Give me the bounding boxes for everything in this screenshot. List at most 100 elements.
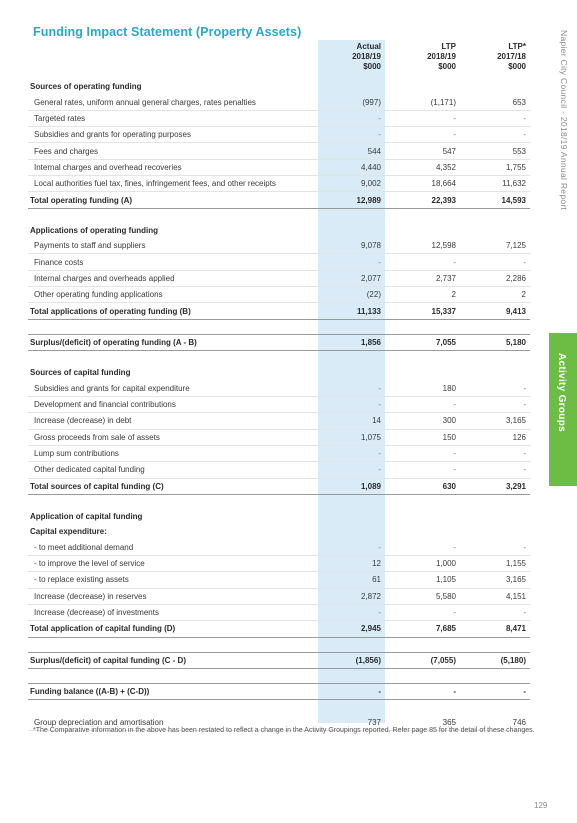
cell-ltp-2018-19 [385, 319, 460, 334]
row-label: Applications of operating funding [30, 225, 158, 235]
report-side-label: Napier City Council - 2018/19 Annual Rep… [559, 30, 569, 211]
row-label [28, 208, 318, 223]
cell-ltp-2018-19 [385, 494, 460, 509]
cell-ltp-2018-19 [385, 223, 460, 238]
table-row: Finance costs - - - [28, 253, 530, 271]
cell-ltp-2018-19: - [385, 253, 460, 271]
row-label: Total application of capital funding (D) [28, 620, 318, 638]
cell-actual-2018-19 [318, 637, 385, 652]
cell-actual-2018-19: - [318, 110, 385, 128]
page-title: Funding Impact Statement (Property Asset… [33, 25, 302, 39]
cell-ltp-2017-18: - [460, 110, 530, 128]
row-label [28, 319, 318, 334]
cell-actual-2018-19 [318, 79, 385, 94]
cell-actual-2018-19: (997) [318, 94, 385, 111]
cell-ltp-2018-19: 1,000 [385, 555, 460, 573]
row-label: Development and financial contributions [28, 396, 318, 414]
row-label: Increase (decrease) in debt [28, 412, 318, 430]
cell-actual-2018-19 [318, 208, 385, 223]
cell-actual-2018-19: - [318, 682, 385, 701]
cell-actual-2018-19 [318, 700, 385, 715]
section-tab-label: Activity Groups [556, 353, 567, 432]
row-label: Payments to staff and suppliers [28, 238, 318, 255]
table-row: Fees and charges 544 547 553 [28, 142, 530, 160]
spacer-row [28, 208, 530, 223]
cell-actual-2018-19: 1,089 [318, 477, 385, 495]
cell-ltp-2018-19 [385, 365, 460, 380]
total-row: Total operating funding (A) 12,989 22,393 1… [28, 191, 530, 209]
cell-ltp-2018-19: (7,055) [385, 651, 460, 670]
table-row: Other operating funding applications (22)… [28, 286, 530, 304]
table-row: Other dedicated capital funding - - - [28, 461, 530, 479]
table-row: Lump sum contributions - - - [28, 445, 530, 463]
row-label: Internal charges and overheads applied [28, 270, 318, 288]
cell-actual-2018-19: 12,989 [318, 191, 385, 209]
cell-ltp-2017-18: 553 [460, 142, 530, 160]
cell-ltp-2018-19 [385, 637, 460, 652]
table-row: Subsidies and grants for operating purpo… [28, 126, 530, 144]
row-label: Sources of operating funding [30, 82, 142, 92]
cell-ltp-2017-18: - [460, 604, 530, 622]
total-row: Funding balance ((A-B) + (C-D)) - - - [28, 682, 530, 701]
row-label: Total operating funding (A) [28, 191, 318, 209]
cell-ltp-2017-18: 3,291 [460, 477, 530, 495]
column-header-line: LTP [441, 42, 456, 51]
cell-ltp-2017-18 [460, 494, 530, 509]
row-label: Sources of capital funding [30, 368, 131, 378]
table-row: - to meet additional demand - - - [28, 539, 530, 556]
row-label: - to meet additional demand [28, 539, 318, 556]
cell-ltp-2017-18: - [460, 253, 530, 271]
cell-ltp-2018-19: 630 [385, 477, 460, 495]
footnote: *The Comparative information in the abov… [33, 727, 535, 734]
cell-ltp-2018-19 [385, 79, 460, 94]
cell-ltp-2017-18 [460, 223, 530, 238]
spacer-row [28, 351, 530, 366]
cell-ltp-2018-19: - [385, 539, 460, 556]
table-row: Local authorities fuel tax, fines, infri… [28, 175, 530, 193]
cell-actual-2018-19: (1,856) [318, 651, 385, 670]
row-label: Funding balance ((A-B) + (C-D)) [28, 682, 318, 701]
cell-ltp-2018-19: 150 [385, 429, 460, 446]
row-label [28, 637, 318, 652]
cell-ltp-2017-18: (5,180) [460, 651, 530, 670]
cell-actual-2018-19: 12 [318, 555, 385, 573]
cell-ltp-2018-19 [385, 208, 460, 223]
row-label: Subsidies and grants for operating purpo… [28, 126, 318, 144]
cell-ltp-2018-19: 7,055 [385, 333, 460, 352]
cell-ltp-2017-18 [460, 351, 530, 366]
cell-actual-2018-19: 1,856 [318, 333, 385, 352]
cell-actual-2018-19: 2,077 [318, 270, 385, 288]
cell-ltp-2018-19: (1,171) [385, 94, 460, 111]
cell-ltp-2018-19: 300 [385, 412, 460, 430]
column-header-actual-2018-19: Actual 2018/19 $000 [321, 42, 381, 72]
cell-ltp-2017-18: 126 [460, 429, 530, 446]
funding-impact-table: Sources of operating funding General rate… [28, 79, 530, 731]
cell-ltp-2017-18: 5,180 [460, 333, 530, 352]
cell-actual-2018-19: 14 [318, 412, 385, 430]
cell-ltp-2017-18: - [460, 682, 530, 701]
table-row: Internal charges and overheads applied 2,… [28, 270, 530, 288]
cell-actual-2018-19 [318, 494, 385, 509]
cell-ltp-2017-18: 14,593 [460, 191, 530, 209]
cell-actual-2018-19: 1,075 [318, 429, 385, 446]
row-label: Other dedicated capital funding [28, 461, 318, 479]
row-label: Total sources of capital funding (C) [28, 477, 318, 495]
cell-ltp-2018-19: - [385, 445, 460, 463]
cell-ltp-2018-19: 1,105 [385, 571, 460, 589]
section-tab-activity-groups[interactable]: Activity Groups [549, 333, 577, 486]
cell-actual-2018-19 [318, 669, 385, 684]
cell-ltp-2018-19: 12,598 [385, 238, 460, 255]
section-heading-row: Applications of operating funding [28, 223, 530, 238]
cell-ltp-2018-19: 547 [385, 142, 460, 160]
table-row: - to replace existing assets 61 1,105 3,165 [28, 571, 530, 589]
section-heading-row: Capital expenditure: [28, 524, 530, 539]
cell-ltp-2018-19: - [385, 682, 460, 701]
cell-actual-2018-19: 11,133 [318, 302, 385, 320]
cell-ltp-2017-18 [460, 700, 530, 715]
cell-ltp-2017-18: - [460, 126, 530, 144]
spacer-row [28, 319, 530, 334]
cell-actual-2018-19 [318, 351, 385, 366]
cell-ltp-2017-18: - [460, 396, 530, 414]
cell-actual-2018-19: 61 [318, 571, 385, 589]
column-header-ltp-2018-19: LTP 2018/19 $000 [396, 42, 456, 72]
